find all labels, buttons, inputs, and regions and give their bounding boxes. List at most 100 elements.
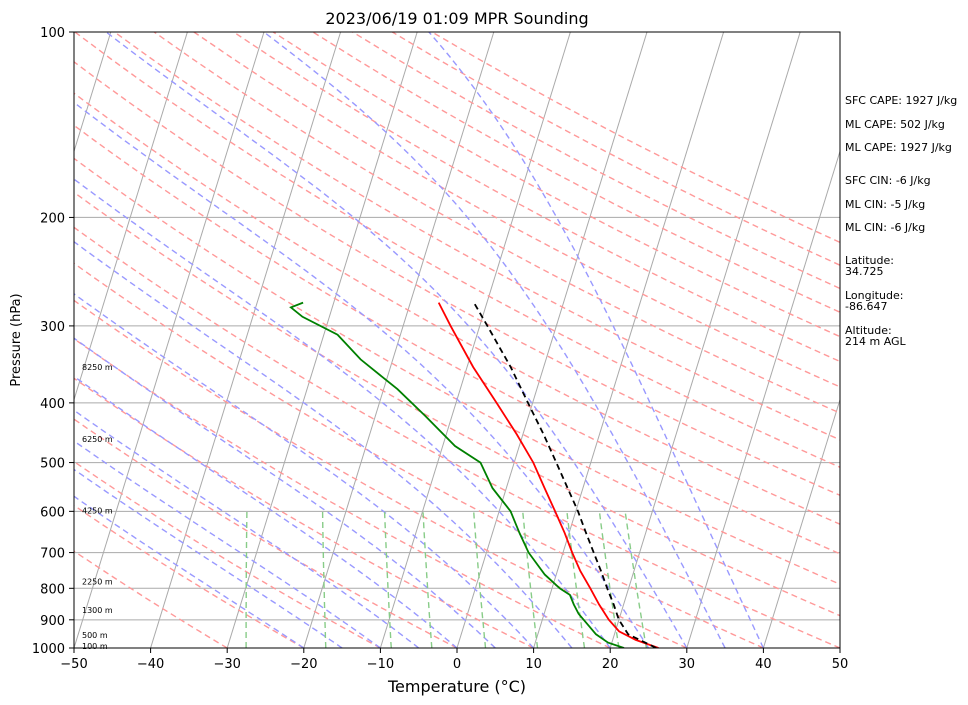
- moist-adiabat: [74, 101, 650, 648]
- dry-adiabat: [74, 418, 458, 648]
- dry-adiabat: [74, 226, 840, 648]
- height-label: 100 m: [82, 642, 108, 651]
- x-tick-label: −10: [367, 657, 394, 672]
- isotherm-line: [74, 32, 112, 154]
- annotation-text: ML CIN: -5 J/kg: [845, 198, 925, 211]
- y-tick-label: 800: [40, 582, 65, 597]
- height-labels: 8250 m 6250 m 4250 m 2250 m 1300 m 500 m 100 m: [82, 363, 113, 651]
- y-tick-label: 600: [40, 505, 65, 520]
- dry-adiabat: [74, 377, 534, 648]
- y-axis: 100 200 300 400 500 600 700 800 900 1000: [32, 26, 74, 657]
- height-label: 1300 m: [82, 606, 113, 615]
- annotation-text: Latitude:: [845, 254, 894, 267]
- dry-adiabat: [74, 262, 764, 648]
- isotherm-line: [74, 32, 265, 648]
- dry-adiabat: [74, 32, 840, 469]
- moist-adiabat: [74, 240, 573, 648]
- annotation-text: 34.725: [845, 265, 884, 278]
- moist-adiabat: [74, 293, 535, 648]
- y-tick-label: 700: [40, 547, 65, 562]
- dry-adiabat: [74, 191, 840, 617]
- x-tick-label: 0: [453, 657, 461, 672]
- parcel-line: [473, 302, 657, 648]
- annotation-text: 214 m AGL: [845, 335, 907, 348]
- x-tick-label: −40: [137, 657, 164, 672]
- annotation-text: Altitude:: [845, 324, 892, 337]
- dry-adiabat: [74, 157, 840, 586]
- mixing-ratio-line: [522, 511, 539, 648]
- dry-adiabat: [312, 32, 840, 313]
- annotation-text: SFC CIN: -6 J/kg: [845, 174, 931, 187]
- isotherm-line: [74, 32, 188, 402]
- moist-adiabat: [105, 32, 688, 648]
- height-label: 8250 m: [82, 363, 113, 372]
- isotherm-grid: [74, 32, 840, 648]
- x-tick-label: −30: [213, 657, 240, 672]
- annotation-text: ML CAPE: 1927 J/kg: [845, 141, 952, 154]
- moist-adiabat: [74, 409, 420, 648]
- isotherm-line: [226, 32, 418, 648]
- isotherm-line: [609, 32, 801, 648]
- annotation-text: -86.647: [845, 300, 887, 313]
- dry-adiabat: [74, 299, 688, 648]
- height-label: 500 m: [82, 631, 108, 640]
- y-tick-label: 300: [40, 320, 65, 335]
- dry-adiabat: [74, 460, 381, 648]
- moist-adiabat: [74, 178, 611, 648]
- y-tick-label: 100: [40, 26, 65, 41]
- y-tick-label: 1000: [32, 642, 65, 657]
- annotation-text: SFC CAPE: 1927 J/kg: [845, 94, 957, 107]
- dry-adiabat: [74, 60, 840, 497]
- annotation-text: Longitude:: [845, 289, 903, 302]
- x-tick-label: −20: [290, 657, 317, 672]
- moist-adiabat: [263, 32, 726, 648]
- dry-adiabat: [74, 550, 228, 648]
- dry-adiabats: [74, 32, 840, 648]
- mixing-ratio-line: [566, 511, 586, 648]
- x-tick-label: 40: [755, 657, 772, 672]
- x-axis: −50 −40 −30 −20 −10 0 10 20 30 40 50: [60, 648, 848, 672]
- height-label: 4250 m: [82, 506, 113, 515]
- mixing-ratio-lines: [245, 511, 648, 648]
- moist-adiabat: [74, 440, 381, 648]
- y-tick-label: 200: [40, 211, 65, 226]
- isotherm-line: [379, 32, 571, 648]
- mixing-ratio-line: [624, 511, 648, 648]
- y-axis-label: Pressure (hPa): [9, 293, 24, 386]
- isotherm-line: [456, 32, 648, 648]
- annotation-text: ML CAPE: 502 J/kg: [845, 118, 945, 131]
- annotation-text: ML CIN: -6 J/kg: [845, 221, 925, 234]
- dry-adiabat: [74, 337, 611, 648]
- height-label: 2250 m: [82, 578, 113, 587]
- y-tick-label: 500: [40, 457, 65, 472]
- isotherm-line: [533, 32, 725, 648]
- chart-title: 2023/06/19 01:09 MPR Sounding: [325, 9, 588, 28]
- y-tick-label: 400: [40, 397, 65, 412]
- dewpoint-line: [289, 301, 625, 648]
- dry-adiabat: [193, 32, 840, 388]
- dry-adiabat: [153, 32, 840, 414]
- isotherm-line: [303, 32, 495, 648]
- profile-series: [289, 301, 659, 648]
- x-axis-label: Temperature (°C): [387, 677, 526, 696]
- sounding-annotations: SFC CAPE: 1927 J/kg ML CAPE: 502 J/kg ML C…: [845, 94, 957, 348]
- x-tick-label: 30: [679, 657, 696, 672]
- x-tick-label: 20: [602, 657, 619, 672]
- y-tick-label: 900: [40, 614, 65, 629]
- mixing-ratio-line: [598, 511, 620, 648]
- plot-area: [74, 32, 840, 648]
- moist-adiabat: [74, 375, 458, 648]
- x-tick-label: 50: [832, 657, 849, 672]
- moist-adiabats: [74, 32, 765, 648]
- moist-adiabat: [428, 32, 765, 648]
- height-label: 6250 m: [82, 435, 113, 444]
- dry-adiabat: [272, 32, 840, 338]
- isotherm-line: [150, 32, 342, 648]
- isotherm-line: [762, 397, 840, 648]
- moist-adiabat: [74, 337, 496, 648]
- temperature-line: [437, 302, 659, 648]
- x-tick-label: −50: [60, 657, 87, 672]
- isotherm-line: [686, 149, 840, 648]
- x-tick-label: 10: [525, 657, 542, 672]
